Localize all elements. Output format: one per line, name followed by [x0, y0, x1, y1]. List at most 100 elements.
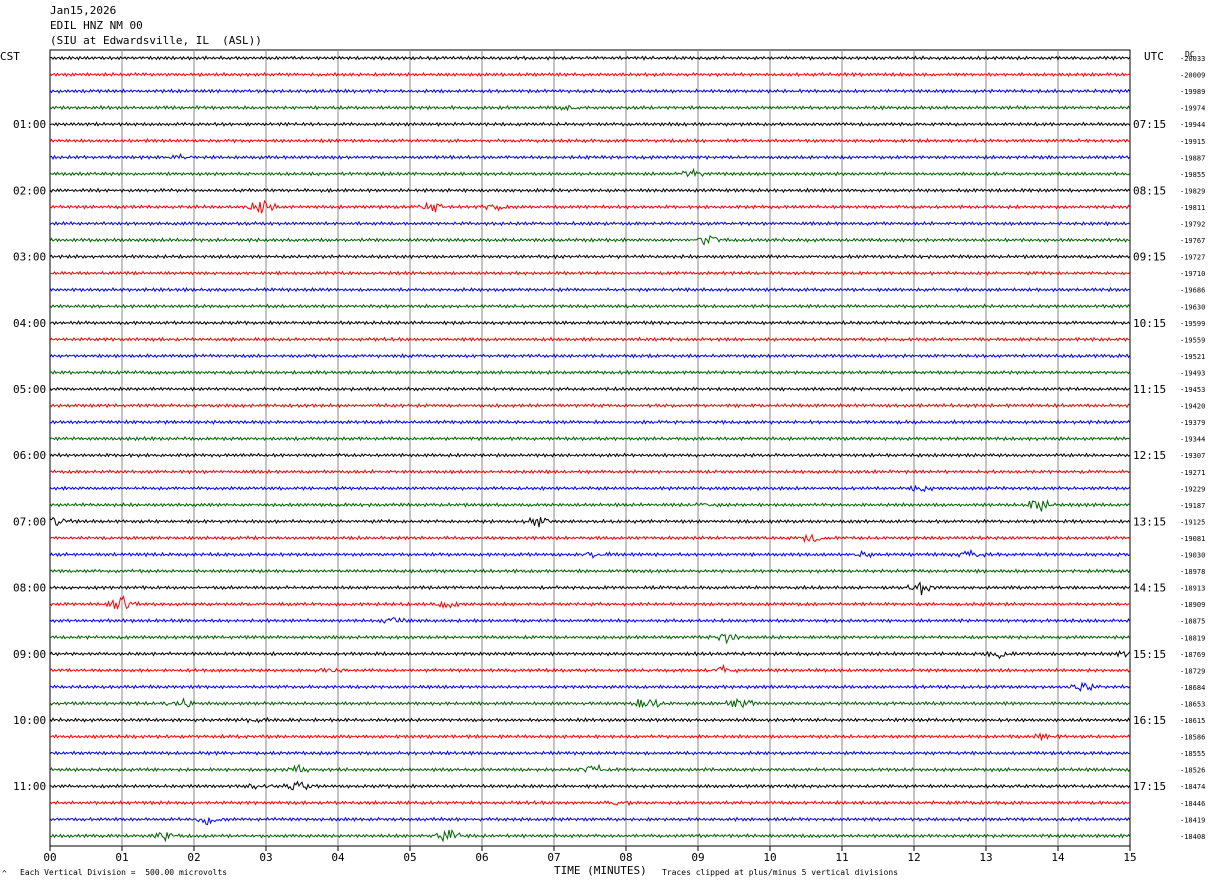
trace-offset-label: -19379: [1180, 419, 1205, 427]
clip-note: Traces clipped at plus/minus 5 vertical …: [662, 868, 899, 877]
dc-label: DC: [1185, 50, 1195, 59]
seismic-trace: [49, 548, 1131, 559]
left-hour-label: 07:00: [13, 515, 46, 528]
x-tick-label: 15: [1123, 851, 1136, 864]
left-hour-label: 06:00: [13, 449, 46, 462]
trace-offset-label: -18555: [1180, 750, 1205, 758]
x-tick-label: 03: [259, 851, 272, 864]
seismic-trace: [49, 137, 1131, 144]
left-hour-label: 03:00: [13, 251, 46, 264]
right-hour-label: 09:15: [1133, 251, 1166, 264]
seismic-trace: [49, 484, 1131, 493]
x-tick-label: 13: [979, 851, 992, 864]
seismic-trace: [49, 187, 1131, 194]
seismic-trace: [49, 167, 1131, 178]
left-hour-label: 09:00: [13, 648, 46, 661]
trace-offset-label: -19187: [1180, 502, 1205, 510]
left-hour-label: 05:00: [13, 383, 46, 396]
trace-offset-label: -19915: [1180, 138, 1205, 146]
x-tick-label: 01: [115, 851, 128, 864]
trace-offset-label: -18769: [1180, 651, 1205, 659]
seismic-trace: [49, 516, 1131, 528]
trace-offset-label: -19792: [1180, 221, 1205, 229]
seismic-trace: [49, 235, 1131, 246]
trace-offset-label: -18653: [1180, 700, 1205, 708]
trace-offset-label: -19974: [1180, 105, 1205, 113]
trace-offset-label: -19829: [1180, 187, 1205, 195]
seismic-trace: [49, 88, 1131, 94]
trace-offset-label: -19989: [1180, 88, 1205, 96]
trace-offset-label: -19767: [1180, 237, 1205, 245]
trace-offset-label: -19559: [1180, 336, 1205, 344]
seismic-trace: [49, 595, 1131, 611]
trace-offset-label: -18615: [1180, 717, 1205, 725]
scale-note: Each Vertical Division = 500.00 microvol…: [20, 868, 228, 877]
right-hour-label: 08:15: [1133, 184, 1166, 197]
seismic-trace: [50, 369, 1131, 376]
trace-offset-label: -18526: [1180, 767, 1205, 775]
trace-offset-label: -18474: [1180, 783, 1205, 791]
location-label: (SIU at Edwardsville, IL (ASL)): [50, 34, 262, 47]
seismic-trace: [49, 533, 1131, 544]
trace-offset-label: -19271: [1180, 469, 1205, 477]
trace-offset-label: -19944: [1180, 121, 1205, 129]
seismic-trace: [49, 104, 1131, 112]
trace-offset-label: -20033: [1180, 55, 1205, 63]
seismic-trace: [49, 732, 1131, 742]
trace-offset-label: -18419: [1180, 816, 1205, 824]
seismic-trace: [49, 402, 1131, 409]
plot-frame: [49, 49, 1131, 847]
trace-offset-label: -20009: [1180, 72, 1205, 80]
seismic-trace: [49, 828, 1131, 843]
trace-offset-label: -18586: [1180, 734, 1205, 742]
seismic-trace: [49, 663, 1131, 674]
trace-offset-label: -18446: [1180, 800, 1205, 808]
left-hour-label: 10:00: [13, 714, 46, 727]
seismic-trace: [49, 697, 1131, 709]
trace-offset-label: -19887: [1180, 154, 1205, 162]
right-hour-label: 07:15: [1133, 118, 1166, 131]
trace-offset-label: -19229: [1180, 485, 1205, 493]
left-hour-label: 02:00: [13, 184, 46, 197]
right-hour-label: 12:15: [1133, 449, 1166, 462]
seismic-trace: [49, 681, 1131, 692]
left-hour-label: 01:00: [13, 118, 46, 131]
seismic-trace: [49, 303, 1131, 310]
seismic-trace: [49, 763, 1131, 774]
seismic-trace: [49, 616, 1131, 624]
x-tick-label: 00: [43, 851, 56, 864]
x-tick-label: 14: [1051, 851, 1065, 864]
trace-offset-label: -19710: [1180, 270, 1205, 278]
seismic-trace: [49, 435, 1131, 442]
seismic-trace: [49, 650, 1131, 660]
trace-offset-label: -19420: [1180, 403, 1205, 411]
trace-offset-label: -18978: [1180, 568, 1205, 576]
trace-offset-label: -19855: [1180, 171, 1205, 179]
trace-offset-label: -18408: [1180, 833, 1205, 841]
trace-offset-label: -19811: [1180, 204, 1205, 212]
seismic-trace: [49, 220, 1131, 227]
x-axis-title: TIME (MINUTES): [554, 864, 647, 877]
date-label: Jan15,2026: [50, 4, 117, 17]
trace-offset-label: -18819: [1180, 634, 1205, 642]
trace-offset-label: -19125: [1180, 518, 1205, 526]
x-tick-label: 09: [691, 851, 704, 864]
seismic-trace: [49, 253, 1131, 260]
seismic-trace: [49, 799, 1131, 807]
seismic-trace: [49, 286, 1131, 293]
right-hour-label: 11:15: [1133, 383, 1166, 396]
x-tick-label: 06: [475, 851, 488, 864]
seismic-trace: [49, 468, 1131, 475]
right-timezone-label: UTC: [1144, 50, 1164, 63]
seismic-trace: [49, 780, 1131, 791]
seismic-trace: [49, 750, 1130, 756]
seismic-trace: [49, 121, 1131, 128]
right-hour-label: 10:15: [1133, 317, 1166, 330]
seismic-trace: [49, 633, 1131, 645]
right-hour-label: 16:15: [1133, 714, 1166, 727]
seismic-trace: [49, 386, 1131, 392]
station-label: EDIL HNZ NM 00: [50, 19, 143, 32]
trace-offset-label: -19493: [1180, 369, 1205, 377]
seismic-trace: [49, 452, 1131, 458]
right-hour-label: 13:15: [1133, 515, 1166, 528]
